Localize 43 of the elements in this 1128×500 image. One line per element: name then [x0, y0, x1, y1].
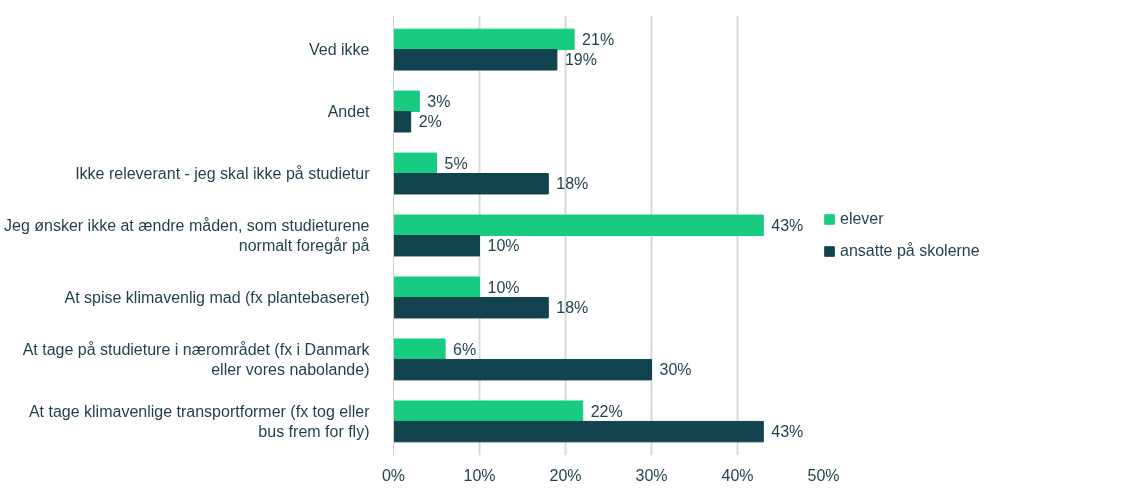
bar — [393, 420, 764, 443]
x-tick-label: 20% — [549, 466, 582, 484]
data-label: 30% — [659, 361, 692, 379]
x-tick-label: 30% — [635, 466, 668, 484]
bar — [393, 173, 549, 195]
data-label: 10% — [487, 237, 520, 255]
x-tick-label: 50% — [807, 466, 840, 484]
bar — [393, 90, 420, 113]
data-label: 10% — [487, 278, 520, 296]
data-label: 5% — [444, 154, 468, 172]
bar — [393, 296, 549, 319]
data-label: 19% — [564, 51, 597, 69]
y-tick-label: Ikke releverant - jeg skal ikke på studietur — [75, 165, 371, 183]
legend-label: ansatte på skolerne — [840, 242, 980, 260]
data-label: 3% — [427, 92, 451, 110]
bar — [393, 111, 412, 133]
data-label: 18% — [556, 175, 589, 193]
bar — [393, 235, 480, 257]
bar — [393, 152, 437, 175]
y-tick-label: At spise klimavenlig mad (fx plantebaseret) — [64, 288, 370, 306]
data-label: 43% — [771, 216, 804, 234]
bar — [393, 358, 652, 381]
bar — [393, 338, 446, 360]
data-label: 22% — [590, 402, 623, 420]
x-tick-label: 0% — [381, 466, 406, 484]
x-tick-label: 40% — [721, 466, 754, 484]
bar — [393, 276, 480, 298]
x-tick-label: 10% — [463, 466, 496, 484]
legend-label: elever — [840, 210, 884, 228]
y-tick-label: At tage på studieture i nærområdet (fx i Danmark eller vores nabolande) — [22, 340, 371, 379]
y-tick-label: Andet — [327, 103, 371, 121]
data-label: 2% — [418, 113, 442, 131]
data-label: 18% — [556, 299, 589, 317]
y-tick-label: Jeg ønsker ikke at ændre måden, som studieturene normalt foregår på — [3, 216, 370, 255]
data-label: 6% — [453, 340, 477, 358]
y-tick-label: Ved ikke — [309, 41, 370, 59]
data-label: 21% — [582, 30, 615, 48]
bar — [393, 49, 558, 71]
bar — [393, 28, 575, 51]
y-tick-label: At tage klimavenlige transportformer (fx tog eller bus frem for fly) — [28, 402, 371, 441]
bar — [393, 400, 584, 422]
data-label: 43% — [771, 423, 804, 441]
bar — [393, 214, 764, 236]
